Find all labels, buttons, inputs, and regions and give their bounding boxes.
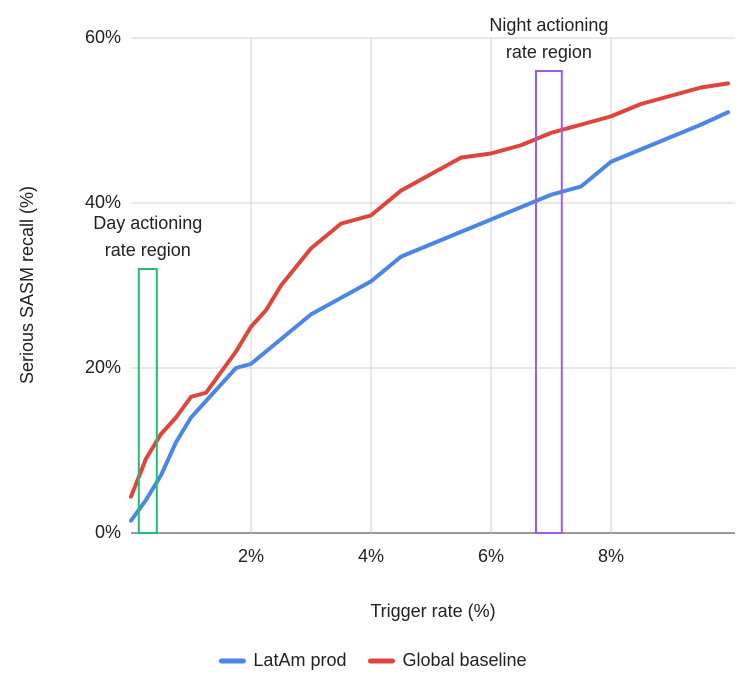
x-tick-label: 8% (598, 546, 624, 566)
x-axis-label: Trigger rate (%) (370, 601, 495, 621)
annotation-text: Night actioning (489, 15, 608, 35)
annotation-text: rate region (105, 240, 191, 260)
y-tick-label: 40% (85, 192, 121, 212)
line-series (129, 81, 730, 499)
y-tick-label: 0% (95, 522, 121, 542)
y-tick-label: 60% (85, 27, 121, 47)
annotation-text: Day actioning (93, 213, 202, 233)
y-axis-label: Serious SASM recall (%) (17, 186, 37, 384)
legend-label: Global baseline (402, 650, 526, 670)
line-series (129, 110, 730, 523)
annotation-text: rate region (506, 42, 592, 62)
legend-label: LatAm prod (253, 650, 346, 670)
region-box (535, 70, 563, 534)
y-tick-label: 20% (85, 357, 121, 377)
x-tick-label: 4% (358, 546, 384, 566)
x-tick-label: 6% (478, 546, 504, 566)
region-box (137, 268, 158, 534)
x-tick-label: 2% (238, 546, 264, 566)
